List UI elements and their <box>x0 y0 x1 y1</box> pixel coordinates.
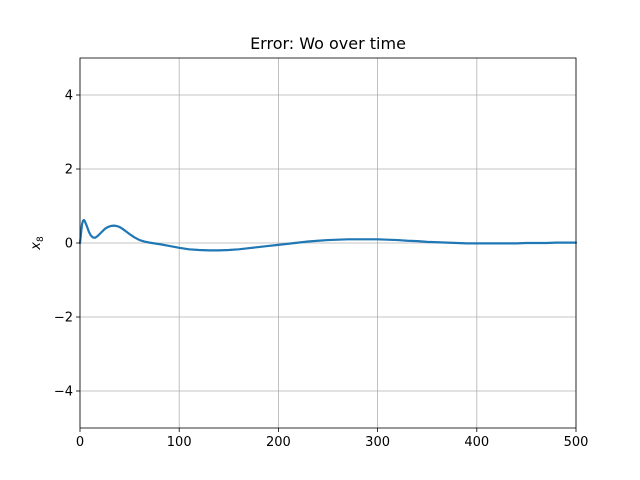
series-line <box>78 218 578 252</box>
y-tick-label: 4 <box>65 89 73 104</box>
y-tick-label: −2 <box>54 311 73 326</box>
x-tick-label: 400 <box>464 435 489 450</box>
series-layer <box>78 218 578 252</box>
x-tick-label: 300 <box>365 435 390 450</box>
x-tick-label: 100 <box>167 435 192 450</box>
x-tick-label: 500 <box>564 435 589 450</box>
x-tick-label: 200 <box>266 435 291 450</box>
grid-layer <box>79 58 577 428</box>
ticks-layer: 0 100 200 300 400 500 −4 −2 0 2 4 <box>54 89 589 451</box>
y-tick-label: 0 <box>65 237 73 252</box>
y-tick-label: −4 <box>54 385 73 400</box>
y-axis-label-base: x <box>29 242 44 251</box>
y-axis-label: x8 <box>29 236 46 251</box>
chart-title: Error: Wo over time <box>250 34 406 53</box>
x-tick-label: 0 <box>76 435 84 450</box>
y-tick-label: 2 <box>65 163 73 178</box>
y-axis-label-sub: 8 <box>36 236 46 242</box>
